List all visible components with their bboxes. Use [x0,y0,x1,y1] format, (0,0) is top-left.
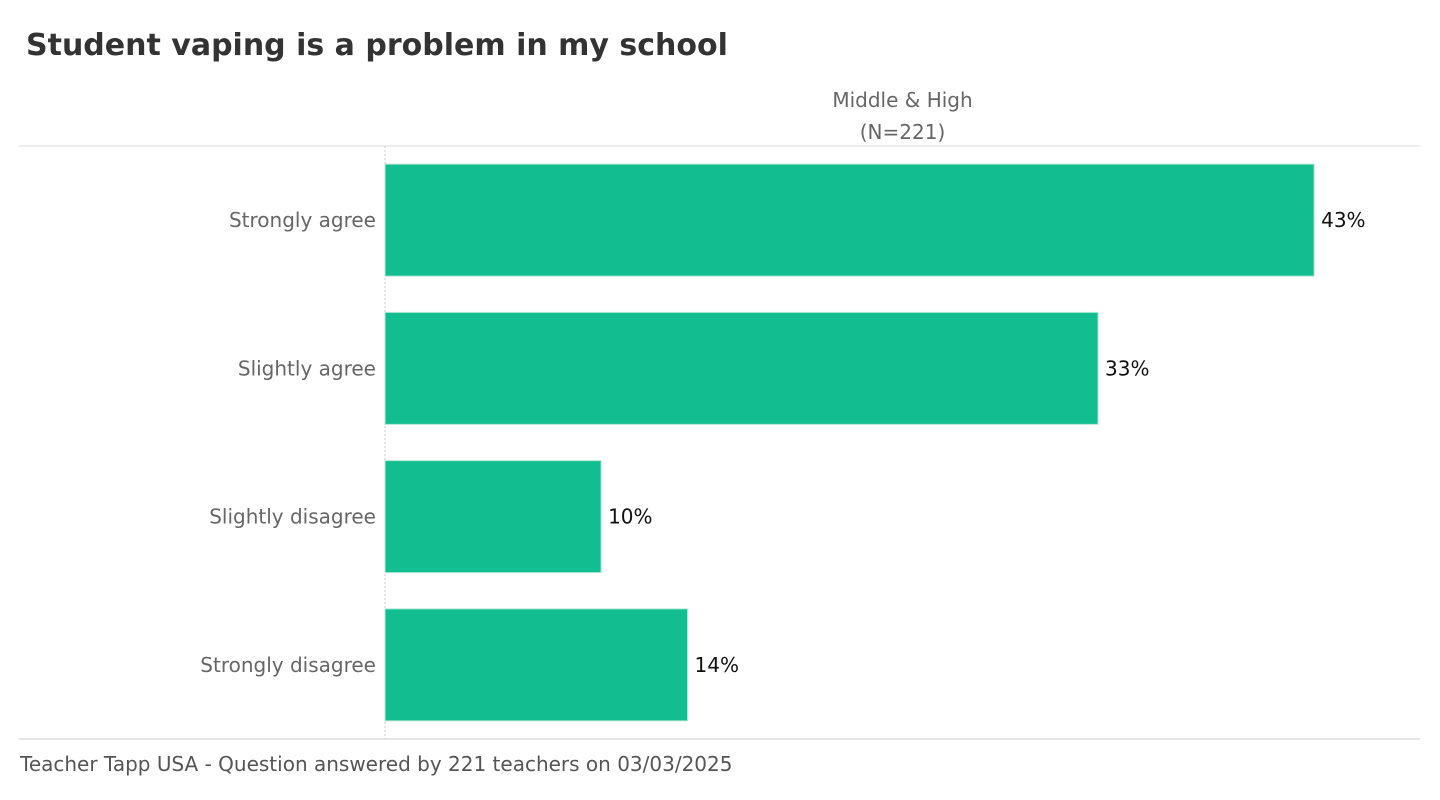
column-header: Middle & High (N=221) [385,84,1420,148]
category-label-slightly-disagree: Slightly disagree [209,505,376,529]
column-header-group: Middle & High [832,88,973,112]
chart-title: Student vaping is a problem in my school [26,28,728,63]
bar-slightly-disagree [384,460,602,574]
category-label-strongly-disagree: Strongly disagree [200,653,376,677]
value-label-strongly-agree: 43% [1321,208,1365,232]
footer-source: Teacher Tapp USA - Question answered by … [20,752,733,776]
bar-strongly-agree [384,163,1315,277]
bar-slightly-agree [384,311,1099,425]
column-header-count: (N=221) [859,120,946,144]
value-label-slightly-agree: 33% [1105,356,1149,380]
category-label-slightly-agree: Slightly agree [238,356,376,380]
bar-strongly-disagree [384,608,689,722]
value-label-strongly-disagree: 14% [695,653,739,677]
value-label-slightly-disagree: 10% [608,505,652,529]
category-label-strongly-agree: Strongly agree [229,208,376,232]
